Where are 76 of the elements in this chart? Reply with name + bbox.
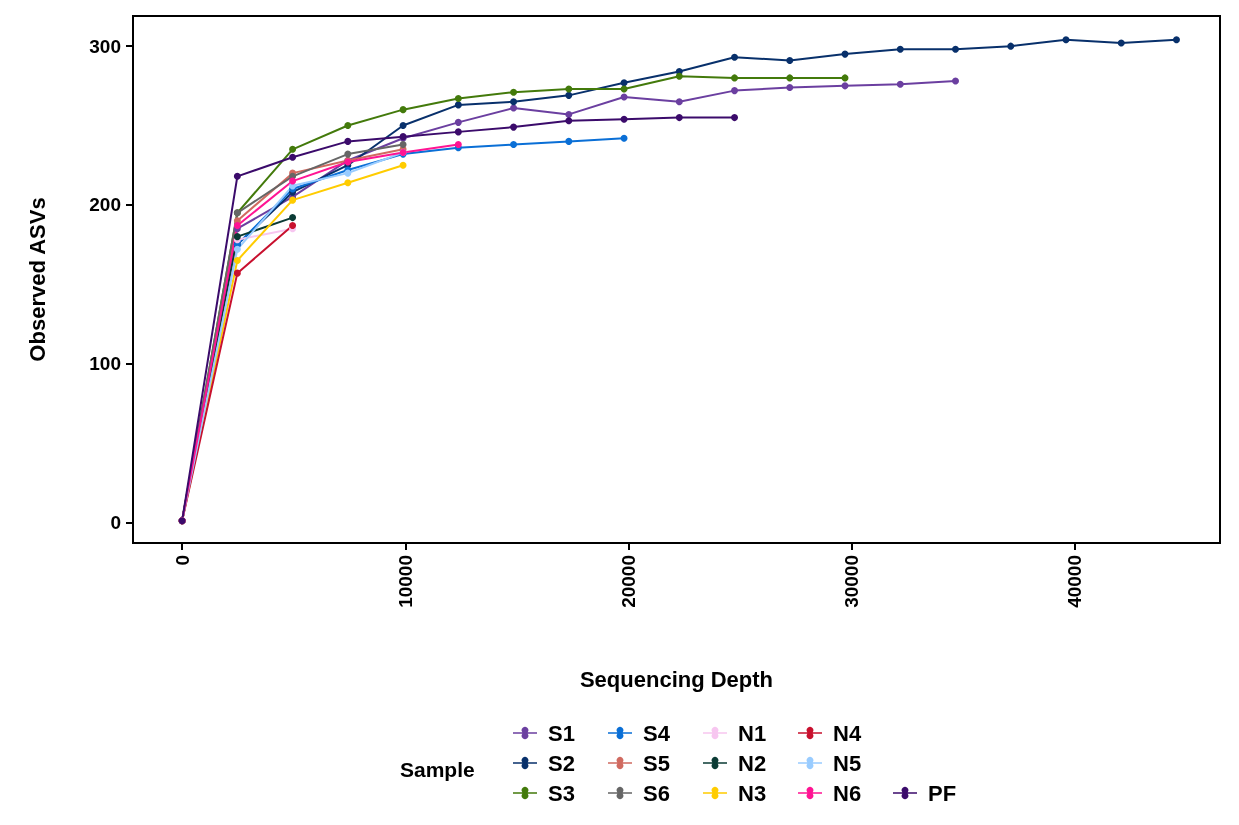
point: [952, 77, 959, 85]
point: [786, 83, 794, 91]
legend-label: N5: [833, 750, 862, 776]
point: [620, 134, 628, 142]
point: [620, 79, 628, 87]
point: [454, 95, 462, 103]
legend-label: S1: [548, 720, 575, 746]
point: [344, 122, 352, 130]
point: [454, 118, 462, 126]
point: [565, 85, 573, 93]
point: [1062, 36, 1070, 44]
legend-title: Sample: [400, 758, 475, 781]
point: [896, 45, 904, 53]
y-tick-label: 300: [89, 35, 121, 57]
point: [510, 141, 518, 149]
point: [510, 104, 518, 112]
point: [399, 161, 407, 169]
x-tick-label: 30000: [841, 555, 863, 608]
point: [731, 87, 739, 95]
point: [510, 98, 518, 106]
legend-label: S6: [643, 780, 670, 806]
point: [675, 72, 683, 80]
point: [233, 269, 241, 277]
point: [289, 177, 297, 185]
point: [233, 256, 241, 264]
legend-label: S2: [548, 750, 575, 776]
point: [510, 88, 518, 96]
x-tick-label: 40000: [1064, 555, 1086, 608]
point: [399, 106, 407, 114]
point: [233, 245, 241, 253]
point: [675, 114, 683, 122]
point: [289, 153, 297, 161]
legend-label: N1: [738, 720, 767, 746]
legend-label: S3: [548, 780, 575, 806]
point: [510, 123, 518, 131]
point: [786, 56, 794, 64]
x-tick-label: 10000: [394, 555, 416, 608]
point: [565, 117, 573, 125]
point: [896, 80, 904, 88]
x-tick-label: 20000: [618, 555, 640, 608]
point: [454, 101, 462, 109]
point: [399, 141, 407, 149]
point: [344, 179, 352, 187]
y-tick-label: 100: [89, 353, 121, 375]
legend-label: N6: [833, 780, 862, 806]
point: [731, 74, 739, 82]
legend-label: N2: [738, 750, 767, 776]
point: [1117, 39, 1125, 47]
point: [233, 172, 241, 180]
point: [675, 98, 683, 106]
legend-label: N3: [738, 780, 767, 806]
y-tick-label: 0: [110, 511, 121, 533]
point: [565, 110, 573, 118]
point: [565, 91, 573, 99]
point: [620, 115, 628, 123]
point: [731, 53, 739, 61]
legend-label: S4: [643, 720, 671, 746]
y-tick-label: 200: [89, 194, 121, 216]
point: [952, 45, 959, 53]
point: [454, 128, 462, 136]
legend-label: PF: [928, 780, 957, 806]
point: [344, 137, 352, 145]
y-axis-title: Observed ASVs: [24, 197, 50, 362]
point: [344, 150, 352, 158]
legend-label: N4: [833, 720, 862, 746]
point: [399, 122, 407, 130]
x-axis-title: Sequencing Depth: [579, 666, 774, 692]
point: [731, 114, 739, 122]
point: [786, 74, 794, 82]
point: [1007, 42, 1015, 50]
legend-label: S5: [643, 750, 670, 776]
x-tick-label: 0: [171, 555, 193, 566]
point: [565, 137, 573, 145]
point: [1172, 36, 1180, 44]
point: [289, 145, 297, 153]
point: [289, 214, 297, 222]
